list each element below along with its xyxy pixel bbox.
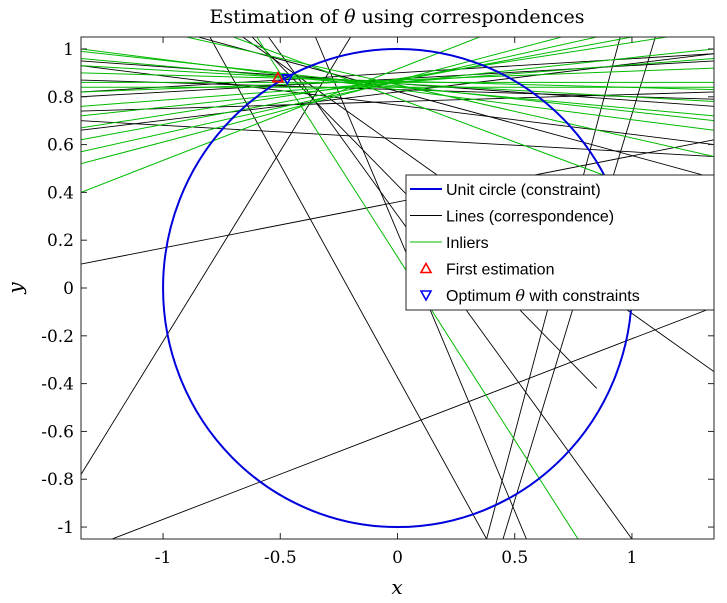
x-tick-label: 0.5 [501, 548, 528, 568]
x-tick-label: 0 [392, 548, 403, 568]
y-tick-label: 0 [63, 279, 74, 299]
y-tick-label: -0.2 [41, 327, 74, 347]
inlier-line [81, 48, 714, 131]
inlier-line [81, 37, 480, 193]
y-tick-label: -1 [57, 518, 74, 538]
y-tick-label: 0.2 [47, 231, 74, 251]
correspondence-line [198, 37, 714, 179]
correspondence-line [81, 120, 714, 157]
correspondence-line [81, 91, 714, 112]
correspondence-line [209, 37, 487, 539]
optimum-marker [280, 74, 294, 86]
legend-box [405, 174, 715, 311]
legend-label: Unit circle (constraint) [446, 182, 601, 199]
correspondence-line [81, 37, 351, 475]
legend-label: Inliers [446, 235, 489, 252]
inlier-line [81, 65, 714, 103]
legend-label: First estimation [446, 262, 554, 279]
legend-swatch-first [419, 261, 433, 274]
y-tick-label: 0.8 [47, 88, 74, 108]
legend: Unit circle (constraint) Lines (correspon… [405, 174, 715, 311]
y-tick-label: -0.6 [41, 422, 74, 442]
x-axis-label: x [391, 575, 402, 599]
correspondence-line [81, 139, 714, 265]
y-axis: 1 0.8 0.6 0.4 0.2 0 -0.2 -0.4 -0.6 -0.8 -1 [41, 40, 714, 538]
inlier-line [81, 37, 633, 141]
correspondence-line [110, 306, 714, 539]
inlier-line [81, 67, 714, 93]
legend-label: Optimum θ with constraints [446, 286, 640, 305]
inlier-line [186, 37, 714, 158]
y-tick-label: -0.4 [41, 375, 74, 395]
legend-swatch-optimum [419, 290, 433, 302]
x-axis: -1 -0.5 0 0.5 1 [155, 37, 638, 568]
chart-title: Estimation of θ using correspondences [210, 6, 585, 28]
x-tick-label: -1 [155, 548, 172, 568]
first-estimation-marker [271, 70, 285, 83]
y-tick-label: 0.6 [47, 136, 74, 156]
correspondence-line [81, 65, 714, 146]
inlier-line [81, 50, 714, 122]
inlier-line [81, 37, 597, 153]
y-tick-label: -0.8 [41, 470, 74, 490]
y-tick-label: 0.4 [47, 183, 74, 203]
x-tick-label: -0.5 [264, 548, 297, 568]
inlier-line [81, 37, 562, 165]
legend-label: Lines (correspondence) [446, 209, 614, 226]
y-tick-label: 1 [63, 40, 74, 60]
y-axis-label: y [3, 282, 27, 295]
x-tick-label: 1 [627, 548, 638, 568]
